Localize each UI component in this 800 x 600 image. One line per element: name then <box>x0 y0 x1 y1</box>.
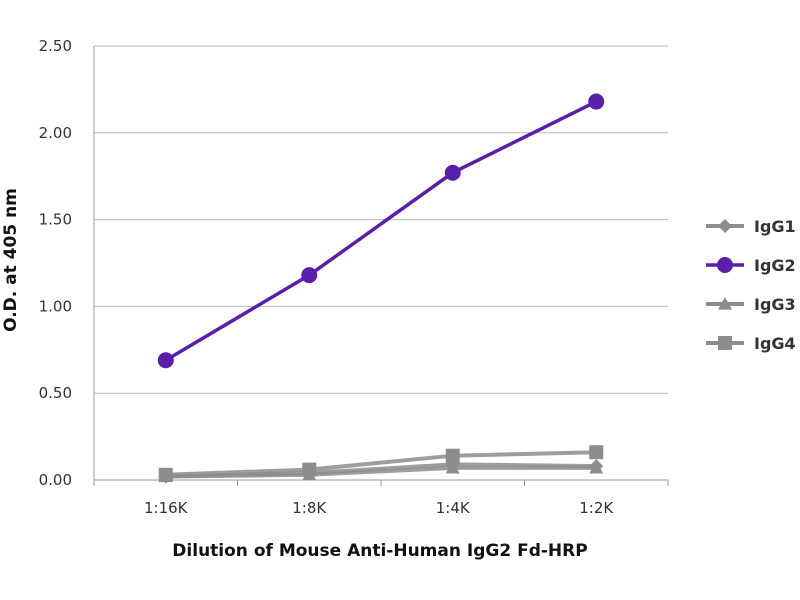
x-tick-label: 1:4K <box>436 499 471 517</box>
y-tick-label: 1.00 <box>39 297 72 315</box>
data-point-igg2 <box>588 93 605 110</box>
legend-marker-igg1 <box>718 219 732 233</box>
y-tick-label: 1.50 <box>39 211 72 229</box>
y-tick-label: 2.00 <box>39 124 72 142</box>
legend-label: IgG2 <box>754 256 796 275</box>
x-tick-label: 1:16K <box>144 499 189 517</box>
legend-marker-igg3 <box>718 297 732 310</box>
x-axis-title: Dilution of Mouse Anti-Human IgG2 Fd-HRP <box>172 541 587 561</box>
y-tick-label: 0.00 <box>39 471 72 489</box>
data-point-igg4 <box>302 462 317 477</box>
data-point-igg3 <box>445 460 460 474</box>
data-point-igg2 <box>444 164 461 181</box>
gridlines <box>93 45 668 481</box>
series-line-igg3 <box>165 465 597 479</box>
y-tick-label: 0.50 <box>39 384 72 402</box>
legend: IgG1 IgG2 IgG3 IgG4 <box>706 217 796 353</box>
x-tick-label: 1:2K <box>579 499 614 517</box>
data-point-igg2 <box>157 352 174 369</box>
series-igg4 <box>158 445 604 482</box>
legend-item-igg1: IgG1 <box>706 217 796 236</box>
x-axis-ticks: 1:16K 1:8K 1:4K 1:2K <box>93 480 669 517</box>
legend-item-igg3: IgG3 <box>706 295 796 314</box>
y-axis-ticks: 0.00 0.50 1.00 1.50 2.00 2.50 <box>39 37 72 489</box>
data-point-igg4 <box>158 467 173 482</box>
data-point-igg4 <box>445 448 460 463</box>
legend-label: IgG1 <box>754 217 796 236</box>
series-group <box>157 93 605 484</box>
data-point-igg4 <box>589 445 604 460</box>
legend-label: IgG4 <box>754 334 796 353</box>
series-line-igg2 <box>164 99 598 362</box>
legend-marker-igg4 <box>718 336 732 350</box>
legend-label: IgG3 <box>754 295 796 314</box>
x-tick-label: 1:8K <box>292 499 327 517</box>
legend-item-igg2: IgG2 <box>706 256 796 275</box>
y-axis-title: O.D. at 405 nm <box>1 188 21 332</box>
data-point-igg3 <box>589 460 604 474</box>
legend-marker-igg2 <box>717 257 733 273</box>
y-tick-label: 2.50 <box>39 37 72 55</box>
series-line-igg4 <box>165 450 597 477</box>
data-point-igg2 <box>301 267 318 284</box>
series-igg2 <box>157 93 605 369</box>
legend-item-igg4: IgG4 <box>706 334 796 353</box>
